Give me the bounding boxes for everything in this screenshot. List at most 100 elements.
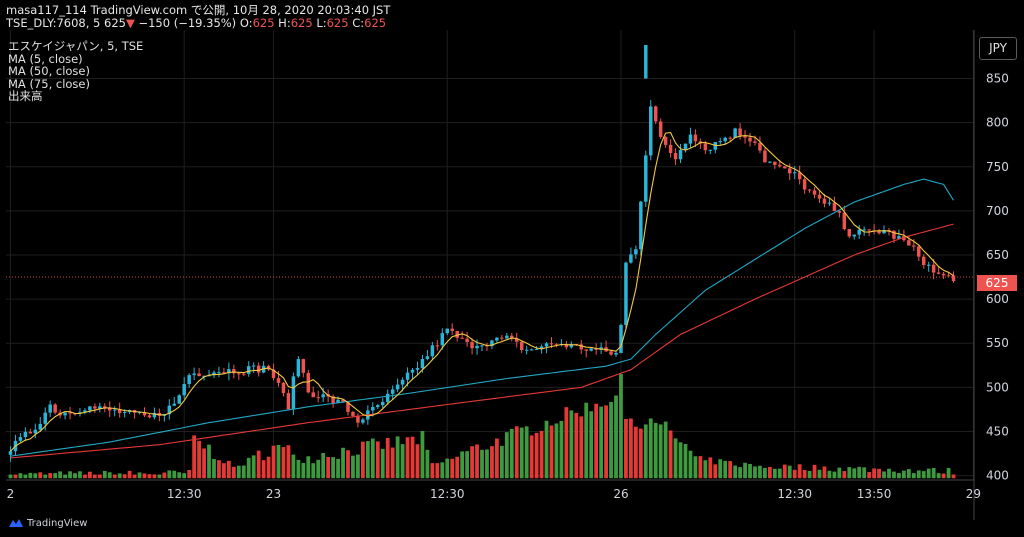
volume-bar bbox=[152, 474, 157, 479]
x-tick-label: 12:30 bbox=[430, 487, 465, 501]
volume-bar bbox=[906, 469, 911, 479]
volume-bar bbox=[217, 460, 221, 479]
volume-bar bbox=[862, 467, 867, 479]
volume-bar bbox=[763, 467, 767, 479]
volume-bar bbox=[887, 468, 891, 479]
legend-volume: 出来高 bbox=[8, 89, 43, 104]
candle-body bbox=[142, 412, 147, 416]
candle-body bbox=[817, 194, 822, 199]
candle-body bbox=[867, 229, 871, 231]
candle-body bbox=[842, 212, 847, 230]
volume-bar bbox=[624, 418, 628, 479]
candle-body bbox=[227, 369, 231, 374]
candle-body bbox=[510, 335, 514, 339]
volume-bar bbox=[519, 427, 524, 479]
candle-body bbox=[400, 379, 405, 385]
volume-bar bbox=[777, 468, 782, 479]
volume-bar bbox=[539, 430, 544, 479]
volume-bar bbox=[713, 464, 718, 479]
candle-body bbox=[98, 406, 102, 409]
volume-bar bbox=[802, 469, 807, 479]
volume-bar bbox=[594, 403, 599, 479]
y-tick-label: 400 bbox=[986, 469, 1009, 483]
candle-body bbox=[936, 272, 941, 274]
volume-bar bbox=[430, 463, 435, 479]
candle-body bbox=[217, 372, 221, 374]
candle-body bbox=[827, 202, 832, 204]
candle-body bbox=[703, 143, 708, 151]
volume-bar bbox=[256, 450, 261, 479]
volume-bar bbox=[246, 457, 251, 479]
candle-body bbox=[634, 249, 638, 255]
candle-body bbox=[197, 373, 201, 377]
volume-bar bbox=[514, 426, 519, 479]
candle-body bbox=[500, 337, 504, 339]
volume-bar bbox=[266, 456, 271, 479]
volume-bar bbox=[490, 446, 494, 479]
volume-bar bbox=[122, 474, 127, 479]
volume-bar bbox=[251, 455, 256, 479]
volume-bar bbox=[390, 447, 395, 479]
candle-body bbox=[455, 330, 459, 338]
candle-body bbox=[296, 359, 301, 377]
volume-bar bbox=[316, 459, 321, 479]
volume-bar bbox=[688, 450, 693, 479]
candle-body bbox=[678, 150, 683, 160]
candle-body bbox=[783, 166, 787, 169]
volume-bar bbox=[812, 464, 817, 479]
candle-body bbox=[8, 451, 13, 455]
x-tick-label: 13:50 bbox=[857, 487, 892, 501]
volume-bar bbox=[435, 463, 440, 479]
volume-bar bbox=[832, 471, 837, 479]
candle-body bbox=[108, 407, 112, 411]
volume-bar bbox=[102, 470, 107, 479]
volume-bar bbox=[346, 450, 350, 479]
volume-bar bbox=[301, 462, 306, 479]
candle-body bbox=[237, 373, 241, 375]
candle-body bbox=[286, 393, 291, 410]
candle-body bbox=[380, 401, 385, 406]
candle-body bbox=[673, 153, 678, 160]
volume-bar bbox=[112, 474, 117, 479]
candle-body bbox=[43, 412, 47, 424]
volume-bar bbox=[946, 468, 951, 479]
candle-body bbox=[376, 405, 380, 408]
ohlc-bar: TSE_DLY:7608, 5 625▼ −150 (−19.35%) O:62… bbox=[6, 16, 386, 30]
footer-brand[interactable]: TradingView bbox=[8, 517, 87, 529]
volume-bar bbox=[276, 444, 281, 479]
volume-bar bbox=[415, 444, 420, 479]
candle-body bbox=[649, 106, 653, 156]
volume-bar bbox=[599, 406, 604, 479]
volume-bar bbox=[554, 423, 559, 479]
candle-body bbox=[619, 324, 623, 353]
candle-body bbox=[306, 372, 311, 393]
currency-button[interactable]: JPY bbox=[979, 37, 1017, 60]
candle-body bbox=[83, 410, 87, 413]
candle-body bbox=[822, 198, 827, 204]
volume-bar bbox=[499, 445, 504, 479]
candle-body bbox=[117, 409, 122, 414]
tradingview-logo-icon bbox=[9, 519, 23, 527]
volume-bar bbox=[931, 467, 936, 479]
candle-body bbox=[316, 397, 320, 399]
volume-bar bbox=[504, 432, 509, 479]
volume-bar bbox=[241, 465, 246, 479]
volume-bar bbox=[321, 453, 326, 479]
volume-bar bbox=[723, 460, 728, 479]
volume-bar bbox=[708, 457, 713, 479]
volume-bar bbox=[385, 438, 390, 479]
candle-body bbox=[951, 275, 956, 282]
volume-bar bbox=[901, 470, 906, 479]
candle-body bbox=[539, 346, 544, 349]
change-value: −150 (−19.35%) bbox=[138, 16, 237, 30]
volume-bar bbox=[365, 441, 370, 479]
volume-bar bbox=[941, 473, 946, 479]
candle-body bbox=[644, 155, 648, 202]
x-tick-label: 23 bbox=[266, 487, 281, 501]
volume-bar bbox=[817, 469, 822, 479]
candle-body bbox=[251, 365, 256, 367]
candle-body bbox=[768, 161, 772, 163]
volume-bar bbox=[63, 474, 67, 479]
candle-body bbox=[177, 395, 181, 404]
